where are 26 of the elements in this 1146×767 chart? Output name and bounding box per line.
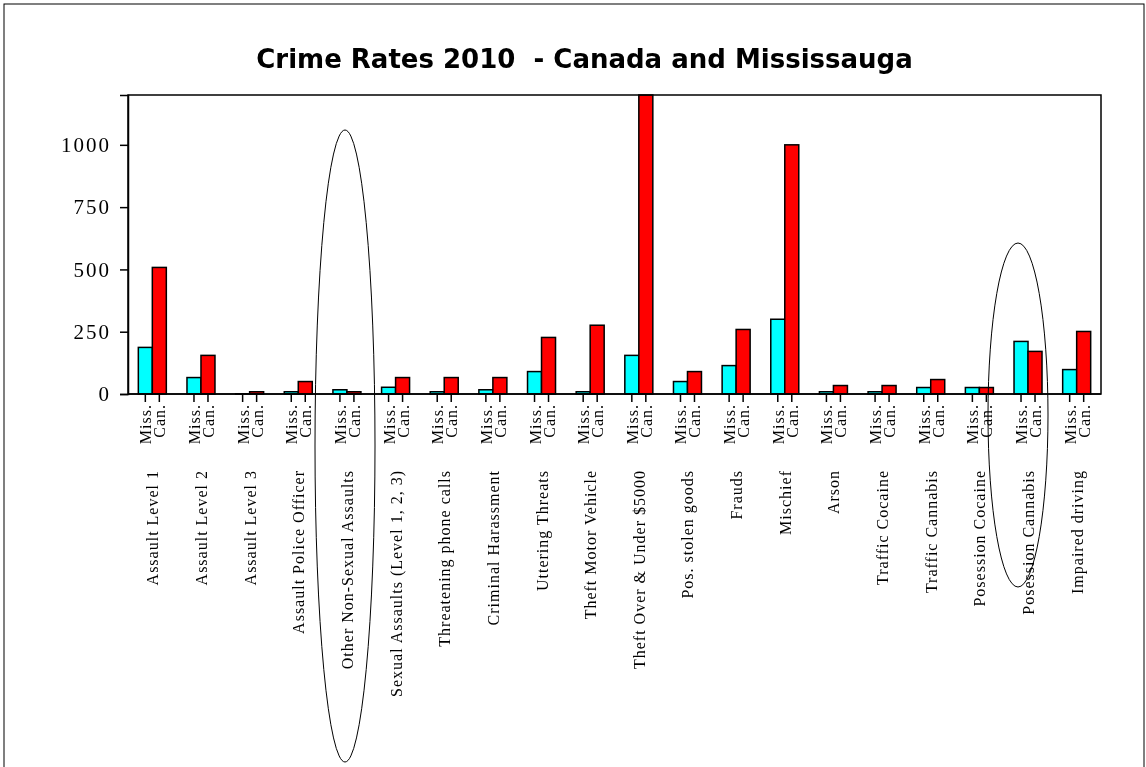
x-tick-label: Pos. stolen goods: [679, 470, 698, 599]
x-tick-label: Assault Level 3: [241, 470, 259, 586]
x-tick-label: Other Non-Sexual Assaults: [338, 470, 356, 670]
x-tick-label: Traffic Cocaine: [874, 470, 892, 585]
x-tick-label: Threatening phone calls: [436, 470, 455, 647]
x-tick-label: Criminal Harassment: [484, 470, 502, 626]
x-tick-label: Assault Police Officer: [290, 470, 308, 634]
y-tick-label: 500: [73, 257, 111, 282]
x-tick-label: Uttering Threats: [533, 470, 552, 592]
x-tick-label: Posession Cannabis: [1020, 470, 1038, 615]
x-tick-label: Sexual Assaults (Level 1, 2, 3): [387, 470, 406, 697]
x-tick-label: Assault Level 2: [192, 470, 210, 586]
x-tick-label: Traffic Cannabis: [922, 470, 940, 594]
x-tick-label: Theft Motor Vehicle: [582, 470, 600, 620]
y-tick-label: 250: [73, 319, 111, 344]
y-tick-label: 750: [73, 195, 111, 220]
x-tick-label: Theft Over & Under $5000: [630, 470, 648, 670]
x-tick-label: Assault Level 1: [144, 470, 162, 586]
x-tick-label: Impaired driving: [1068, 470, 1087, 594]
y-tick-label: 1000: [61, 133, 111, 158]
chart-title: Crime Rates 2010 - Canada and Mississauga: [256, 44, 913, 74]
x-tick-label: Frauds: [728, 470, 746, 520]
y-tick-label: 0: [98, 382, 111, 407]
x-tick-label: Arson: [825, 470, 843, 515]
x-tick-label: Posession Cocaine: [971, 470, 989, 607]
x-tick-label: Mischief: [776, 470, 794, 535]
